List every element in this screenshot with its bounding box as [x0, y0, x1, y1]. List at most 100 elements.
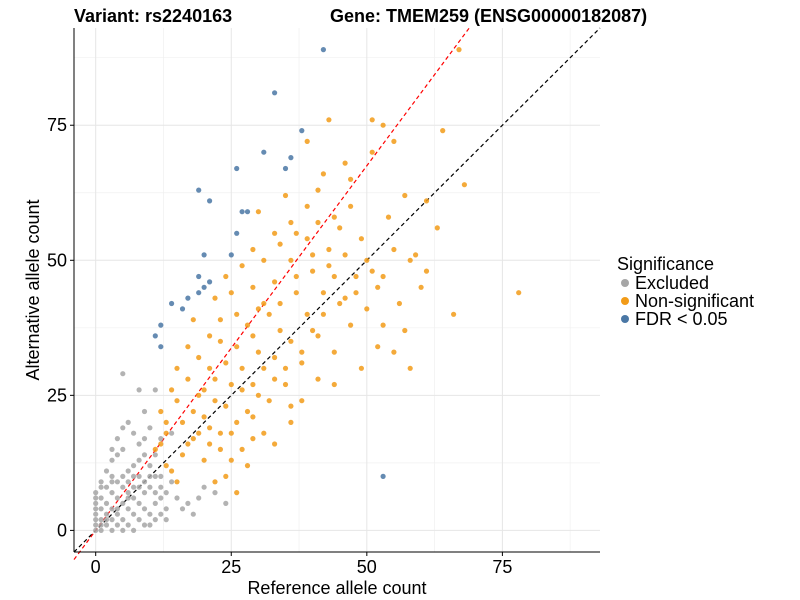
point-excluded: [147, 522, 153, 528]
point-non-significant: [293, 230, 299, 236]
point-non-significant: [407, 365, 413, 371]
point-excluded: [158, 495, 164, 501]
point-non-significant: [234, 490, 240, 496]
point-non-significant: [304, 236, 310, 242]
point-non-significant: [326, 246, 332, 253]
legend-key-fdr-0-05: [621, 315, 629, 323]
point-non-significant: [310, 252, 316, 258]
point-excluded: [103, 500, 110, 506]
point-excluded: [147, 463, 153, 469]
point-excluded: [158, 436, 164, 442]
point-excluded: [147, 425, 153, 431]
point-excluded: [120, 425, 126, 431]
point-non-significant: [358, 365, 364, 371]
point-non-significant: [207, 365, 213, 371]
point-excluded: [103, 517, 110, 523]
point-non-significant: [217, 446, 223, 452]
point-non-significant: [169, 387, 175, 393]
point-fdr-0-05: [234, 230, 240, 236]
point-excluded: [141, 479, 148, 485]
point-fdr-0-05: [239, 209, 245, 215]
point-excluded: [93, 527, 99, 534]
point-non-significant: [391, 138, 397, 144]
point-non-significant: [277, 241, 283, 247]
point-excluded: [125, 479, 131, 485]
point-excluded: [109, 479, 115, 485]
point-non-significant: [212, 376, 218, 382]
point-non-significant: [342, 295, 348, 301]
point-non-significant: [288, 219, 294, 226]
point-non-significant: [163, 419, 169, 425]
point-excluded: [131, 527, 137, 534]
point-excluded: [169, 430, 175, 436]
point-non-significant: [272, 230, 278, 236]
point-non-significant: [196, 430, 202, 436]
reference-line-fit: [73, 27, 470, 560]
point-non-significant: [369, 117, 375, 123]
point-fdr-0-05: [196, 187, 202, 193]
point-excluded: [141, 408, 148, 415]
point-non-significant: [207, 333, 213, 339]
point-non-significant: [228, 290, 234, 296]
point-non-significant: [250, 246, 256, 253]
point-non-significant: [380, 273, 386, 280]
point-excluded: [103, 468, 110, 474]
point-non-significant: [190, 317, 196, 323]
chart-title-variant: Variant: rs2240163: [74, 6, 232, 26]
point-fdr-0-05: [299, 128, 305, 134]
x-tick-label: 50: [357, 557, 377, 577]
point-excluded: [201, 484, 207, 490]
point-excluded: [223, 500, 229, 506]
point-non-significant: [261, 365, 267, 371]
gridlines: [74, 28, 600, 552]
point-non-significant: [169, 468, 175, 474]
legend-label-excluded: Excluded: [635, 273, 709, 293]
point-excluded: [98, 484, 104, 490]
point-non-significant: [413, 252, 419, 258]
point-non-significant: [207, 441, 213, 447]
point-non-significant: [353, 290, 359, 296]
point-non-significant: [380, 322, 386, 328]
point-fdr-0-05: [179, 306, 186, 312]
point-excluded: [131, 511, 137, 517]
point-excluded: [141, 522, 148, 528]
point-excluded: [114, 452, 120, 458]
point-non-significant: [255, 392, 261, 398]
point-non-significant: [326, 117, 332, 123]
point-excluded: [131, 430, 137, 436]
point-non-significant: [440, 128, 446, 134]
point-non-significant: [163, 463, 169, 469]
point-non-significant: [179, 419, 186, 425]
point-non-significant: [196, 392, 202, 398]
point-non-significant: [315, 187, 321, 193]
point-non-significant: [244, 408, 251, 415]
point-excluded: [98, 479, 104, 485]
point-excluded: [174, 495, 180, 501]
point-excluded: [103, 522, 110, 528]
point-excluded: [158, 511, 164, 517]
point-excluded: [114, 495, 120, 501]
point-non-significant: [163, 430, 169, 436]
point-fdr-0-05: [234, 165, 240, 172]
point-non-significant: [364, 257, 370, 263]
point-excluded: [152, 500, 158, 506]
point-excluded: [120, 527, 126, 534]
point-non-significant: [266, 398, 272, 404]
point-non-significant: [261, 430, 267, 436]
point-excluded: [98, 495, 104, 501]
point-excluded: [114, 506, 120, 512]
point-fdr-0-05: [228, 252, 234, 258]
point-non-significant: [461, 182, 467, 188]
y-axis-ticks: 0 25 50 75: [47, 115, 74, 540]
y-tick-label: 25: [47, 385, 67, 405]
point-non-significant: [331, 273, 337, 280]
point-non-significant: [223, 403, 229, 409]
point-non-significant: [185, 441, 191, 447]
point-fdr-0-05: [185, 295, 191, 301]
point-excluded: [93, 517, 99, 523]
point-excluded: [93, 506, 99, 512]
point-non-significant: [282, 381, 289, 388]
point-non-significant: [348, 322, 354, 328]
point-excluded: [93, 522, 99, 528]
